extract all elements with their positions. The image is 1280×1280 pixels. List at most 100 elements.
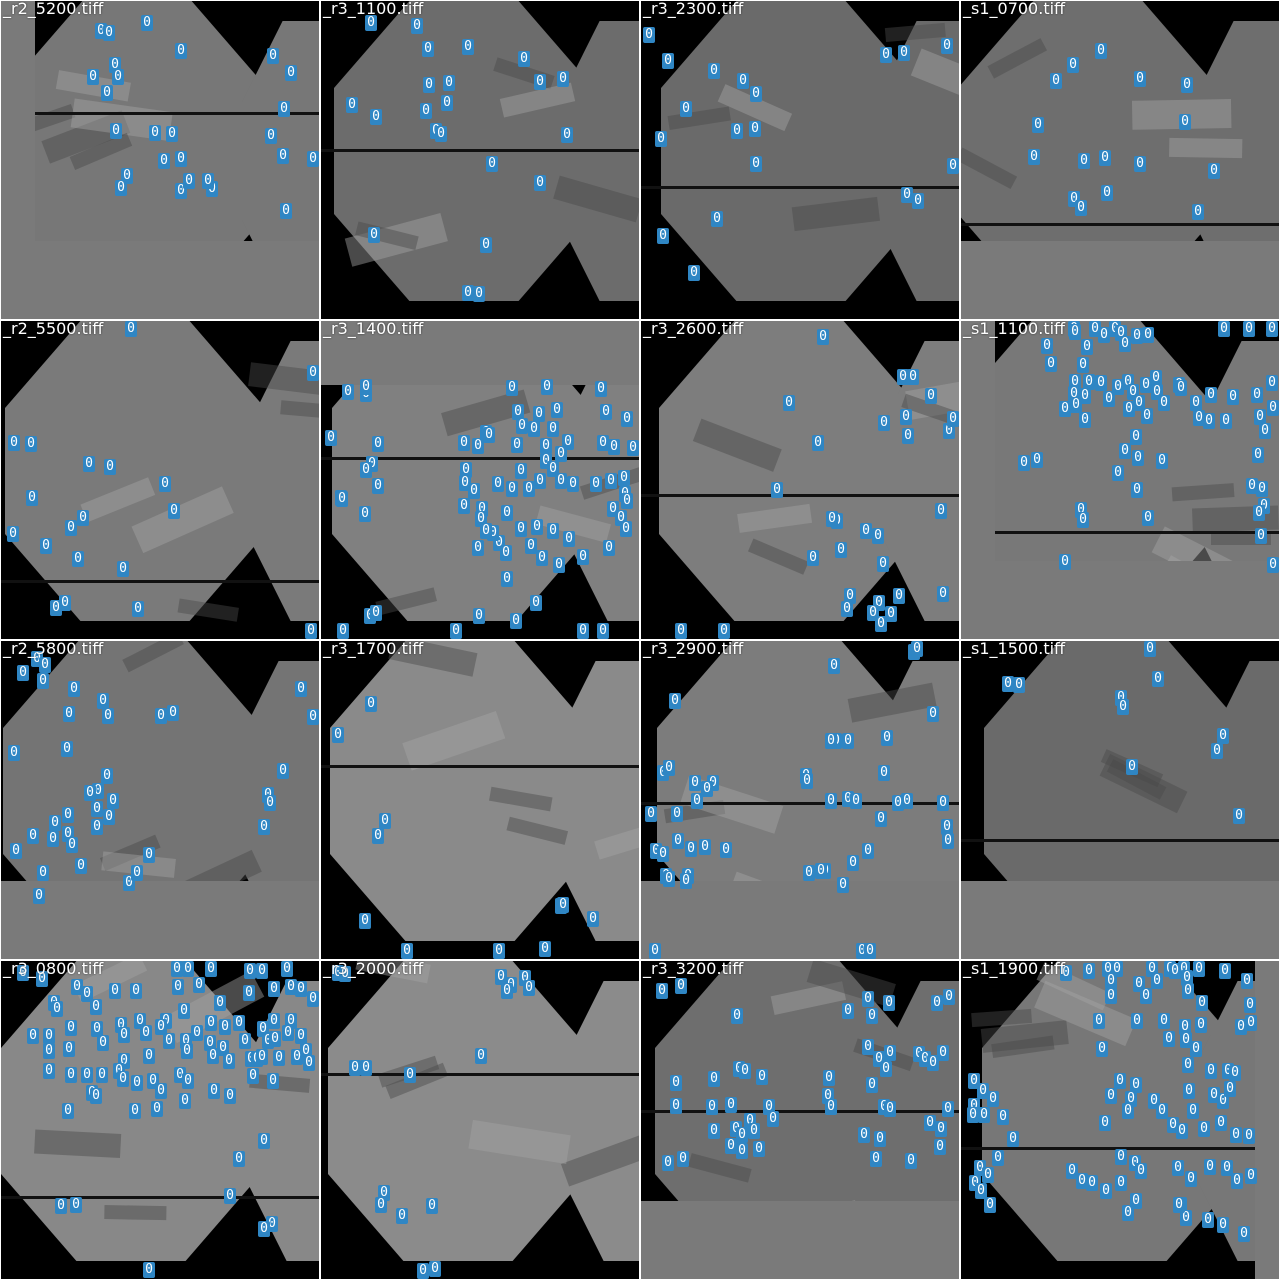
detection-label: 0: [91, 1021, 103, 1037]
detection-label-text: 0: [362, 462, 370, 477]
detection-label: 0: [736, 1127, 748, 1143]
detection-label-text: 0: [35, 888, 43, 903]
detection-label: 0: [862, 843, 874, 859]
detection-label: 0: [1179, 1019, 1191, 1035]
detection-label-text: 0: [67, 1020, 75, 1035]
detection-label-text: 0: [878, 1099, 890, 1115]
detection-label: 0: [43, 1028, 55, 1044]
detection-label: 0: [1079, 388, 1091, 404]
image-tile[interactable]: 0 0 0 0 0 0 0 0 0 0 _s1_1500.tiff: [961, 641, 1279, 959]
detection-label-text: 0: [1077, 200, 1085, 215]
detection-label: 0: [837, 877, 849, 893]
detection-label-text: 0: [877, 616, 885, 631]
detection-label: 0: [365, 696, 377, 712]
detection-label: 0: [1211, 743, 1223, 759]
detection-label: 0: [475, 1048, 487, 1064]
detection-label-text: 0: [1187, 1171, 1195, 1186]
detection-label-text: 0: [1219, 728, 1227, 743]
detection-label: 0: [1059, 554, 1071, 570]
detection-label: 0: [941, 819, 953, 835]
detection-label-text: 0: [1004, 676, 1012, 691]
detection-label: 0: [39, 657, 51, 673]
detection-label-text: 0: [260, 819, 268, 834]
detection-label-text: 0: [93, 801, 101, 816]
image-tile[interactable]: 0 0 0 0 0 0 0 0 0 0 0 0 0 0 0 0 0 0 0 _r3_2300.tiff: [641, 1, 959, 319]
detection-label: 0: [49, 815, 61, 831]
detection-label: 0: [205, 961, 217, 977]
detection-label: 0: [40, 538, 52, 554]
tile-filename: _r3_2300.tiff: [643, 1, 744, 18]
detection-label: 0: [307, 991, 319, 1007]
detection-label: 0: [268, 1013, 280, 1029]
detection-label: 0: [992, 1150, 1004, 1166]
detection-label: 0: [149, 125, 161, 141]
detection-label-text: 0: [245, 985, 253, 1000]
detection-label: 0: [590, 476, 602, 492]
detection-label-text: 0: [1085, 374, 1093, 389]
detection-label-text: 0: [437, 126, 445, 141]
detection-label: 0: [247, 1068, 259, 1084]
detection-label-text: 0: [282, 203, 290, 218]
detection-label-text: 0: [885, 995, 893, 1010]
detection-label: 0: [267, 48, 279, 64]
detection-label: 0: [1208, 163, 1220, 179]
detection-label-text: 0: [403, 943, 411, 958]
image-tile[interactable]: 00000000000000000000000000000000000000_r…: [1, 641, 319, 959]
detection-label-text: 0: [1197, 1017, 1205, 1032]
detection-label-text: 0: [105, 809, 113, 824]
detection-label: 0: [756, 1069, 768, 1085]
detection-label-text: 0: [502, 545, 510, 560]
detection-label: 0: [620, 521, 632, 537]
detection-label: 0: [208, 1083, 220, 1099]
detection-label: 0: [557, 897, 569, 913]
detection-label: 0: [1045, 356, 1057, 372]
detection-label-text: 0: [361, 506, 369, 521]
detection-label: 0: [1158, 1013, 1170, 1029]
detection-label-text: 0: [1129, 1155, 1141, 1171]
detection-label: 0: [1233, 808, 1245, 824]
detection-label-text: 0: [913, 641, 921, 656]
detection-label: 0: [883, 995, 895, 1011]
detection-label-text: 0: [945, 989, 953, 1004]
detection-label: 0: [1190, 395, 1202, 411]
image-tile[interactable]: 0 0 0 0 0 0 0 0 0 0 0 0 0 0 0 0 _s1_0700.tiff: [961, 1, 1279, 319]
detection-label: 0: [621, 411, 633, 427]
detection-label: 0: [842, 1003, 854, 1019]
detection-label-text: 0: [367, 696, 375, 711]
detection-label: 0: [107, 793, 119, 809]
detection-label-text: 0: [29, 1028, 37, 1043]
detection-label-text: 0: [708, 1099, 716, 1114]
detection-label-text: 0: [1268, 321, 1276, 336]
detection-label-text: 0: [176, 1067, 184, 1082]
detection-label: 0: [1192, 204, 1204, 220]
detection-label-text: 0: [1116, 1073, 1124, 1088]
detection-label: 0: [1224, 1081, 1236, 1097]
detection-label: 0: [458, 435, 470, 451]
detection-label: 0: [155, 1019, 167, 1035]
detection-label-text: 0: [514, 404, 522, 419]
detection-label-text: 0: [710, 63, 718, 78]
detection-label: 0: [1196, 995, 1208, 1011]
detection-label: 0: [551, 402, 563, 418]
detection-label-text: 0: [828, 511, 836, 526]
detection-label-text: 0: [145, 1048, 153, 1063]
detection-label: 0: [748, 1123, 760, 1139]
image-tile[interactable]: 000000000000000000000000000000_r3_2600.t…: [641, 321, 959, 639]
image-tile[interactable]: 0 0 0 0 0 0 0 0 0 0 0 0 0 0 0 0 0 0 0 _r2_5500.tiff: [1, 321, 319, 639]
detection-label-text: 0: [1160, 1013, 1168, 1028]
detection-label: 0: [1156, 453, 1168, 469]
detection-label-text: 0: [143, 15, 151, 30]
detection-label-text: 0: [185, 173, 193, 188]
tile-filename: _r3_1100.tiff: [323, 1, 424, 18]
detection-label-text: 0: [579, 549, 587, 564]
